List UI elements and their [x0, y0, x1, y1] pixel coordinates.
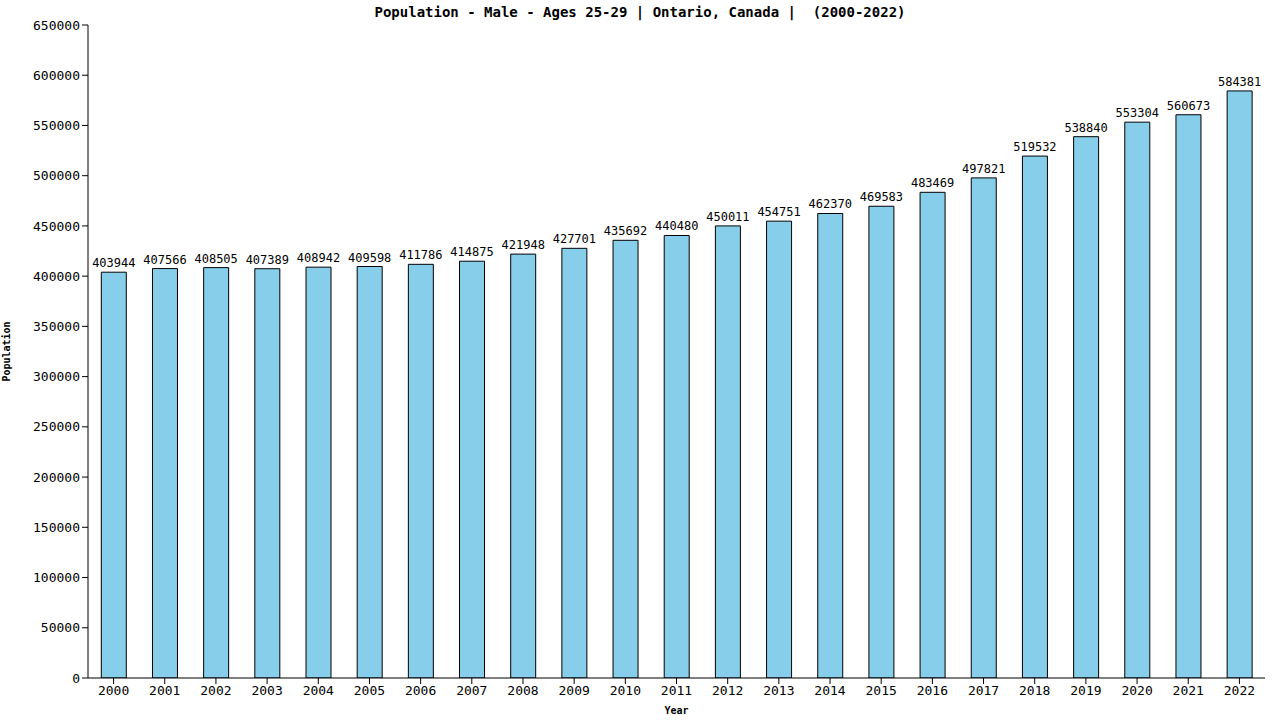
svg-text:427701: 427701: [553, 232, 596, 246]
svg-text:2006: 2006: [405, 683, 436, 698]
svg-text:2005: 2005: [354, 683, 385, 698]
svg-text:600000: 600000: [33, 68, 80, 83]
svg-text:519532: 519532: [1013, 140, 1056, 154]
svg-text:650000: 650000: [33, 18, 80, 33]
svg-text:550000: 550000: [33, 118, 80, 133]
svg-text:100000: 100000: [33, 570, 80, 585]
svg-text:560673: 560673: [1167, 99, 1210, 113]
svg-text:50000: 50000: [41, 620, 80, 635]
svg-text:2021: 2021: [1173, 683, 1204, 698]
svg-text:2014: 2014: [814, 683, 845, 698]
svg-text:2002: 2002: [200, 683, 231, 698]
svg-text:411786: 411786: [399, 248, 442, 262]
svg-text:454751: 454751: [757, 205, 800, 219]
svg-text:450000: 450000: [33, 219, 80, 234]
svg-text:483469: 483469: [911, 176, 954, 190]
svg-text:407566: 407566: [143, 253, 186, 267]
svg-text:2013: 2013: [763, 683, 794, 698]
svg-text:538840: 538840: [1064, 121, 1107, 135]
svg-text:450011: 450011: [706, 210, 749, 224]
svg-text:200000: 200000: [33, 470, 80, 485]
svg-text:300000: 300000: [33, 369, 80, 384]
svg-text:2003: 2003: [251, 683, 282, 698]
svg-text:Population: Population: [8, 321, 12, 381]
svg-text:469583: 469583: [860, 190, 903, 204]
svg-text:497821: 497821: [962, 162, 1005, 176]
svg-text:2018: 2018: [1019, 683, 1050, 698]
svg-text:400000: 400000: [33, 269, 80, 284]
svg-text:409598: 409598: [348, 251, 391, 265]
svg-text:2008: 2008: [507, 683, 538, 698]
svg-text:408505: 408505: [194, 252, 237, 266]
svg-text:2016: 2016: [917, 683, 948, 698]
svg-text:Year: Year: [664, 705, 688, 716]
svg-text:2011: 2011: [661, 683, 692, 698]
svg-text:2001: 2001: [149, 683, 180, 698]
svg-text:2012: 2012: [712, 683, 743, 698]
svg-text:350000: 350000: [33, 319, 80, 334]
svg-text:408942: 408942: [297, 251, 340, 265]
svg-text:421948: 421948: [502, 238, 545, 252]
svg-text:250000: 250000: [33, 419, 80, 434]
svg-text:584381: 584381: [1218, 75, 1261, 89]
svg-text:462370: 462370: [809, 197, 852, 211]
svg-text:407389: 407389: [246, 253, 289, 267]
svg-text:2020: 2020: [1121, 683, 1152, 698]
svg-text:2015: 2015: [866, 683, 897, 698]
svg-text:435692: 435692: [604, 224, 647, 238]
svg-text:2017: 2017: [968, 683, 999, 698]
svg-text:440480: 440480: [655, 219, 698, 233]
svg-text:2004: 2004: [303, 683, 334, 698]
svg-text:0: 0: [72, 671, 80, 686]
svg-text:150000: 150000: [33, 520, 80, 535]
html-text:Population - Male - Ages 25-29: Population - Male - Ages 25-29 | Ontario…: [374, 4, 906, 20]
svg-text:2022: 2022: [1224, 683, 1255, 698]
svg-text:500000: 500000: [33, 168, 80, 183]
svg-text:414875: 414875: [450, 245, 493, 259]
svg-text:403944: 403944: [92, 256, 135, 270]
svg-text:2010: 2010: [610, 683, 641, 698]
svg-text:553304: 553304: [1116, 106, 1159, 120]
svg-text:2019: 2019: [1070, 683, 1101, 698]
svg-text:2007: 2007: [456, 683, 487, 698]
svg-text:2009: 2009: [558, 683, 589, 698]
svg-text:2000: 2000: [98, 683, 129, 698]
